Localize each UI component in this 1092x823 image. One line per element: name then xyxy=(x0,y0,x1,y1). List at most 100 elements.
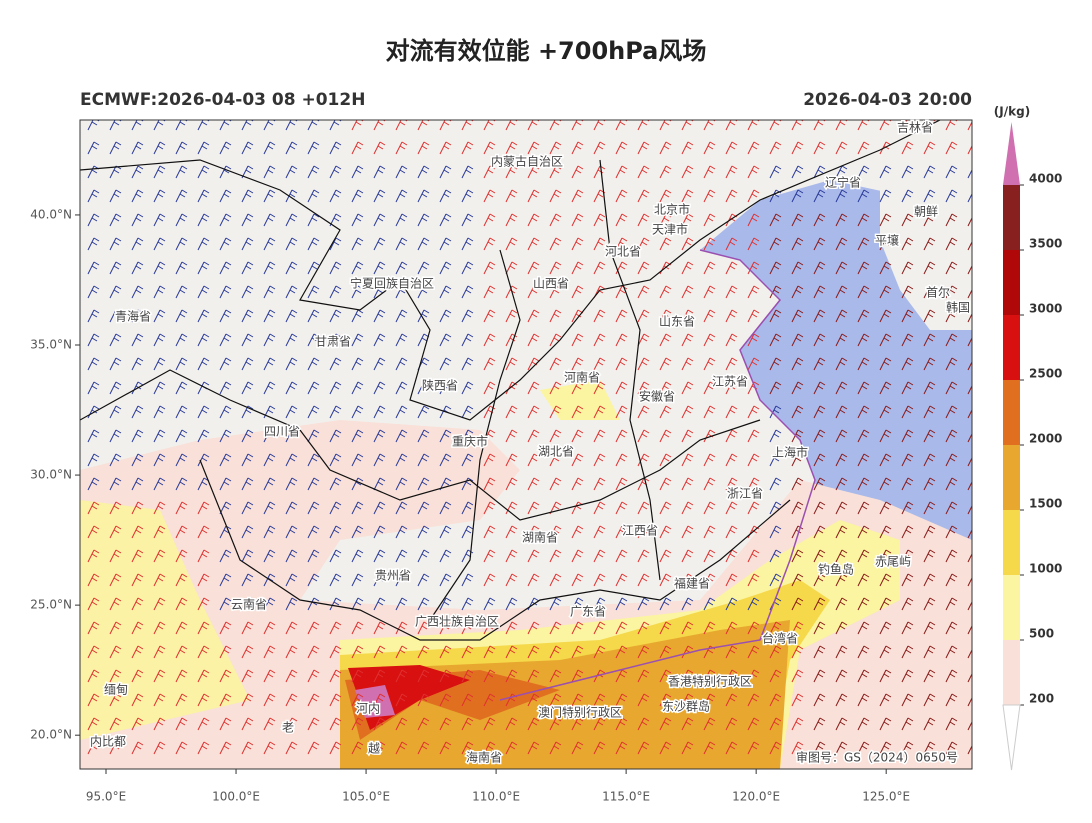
wind-barb xyxy=(681,429,694,443)
wind-barb xyxy=(857,357,870,371)
y-tick-label: 30.0°N xyxy=(30,468,72,482)
wind-barb xyxy=(703,717,716,731)
wind-barb xyxy=(703,741,716,755)
wind-barb xyxy=(87,429,100,443)
wind-barb xyxy=(483,453,496,467)
wind-barb xyxy=(285,429,298,443)
wind-barb xyxy=(571,429,584,443)
wind-barb xyxy=(637,309,650,323)
wind-barb xyxy=(131,621,144,635)
wind-barb xyxy=(879,477,892,491)
wind-barb xyxy=(769,189,782,203)
wind-barb xyxy=(835,381,848,395)
wind-barb xyxy=(197,501,210,515)
wind-barb xyxy=(725,357,738,371)
wind-barb xyxy=(615,693,628,707)
wind-barb xyxy=(813,621,826,635)
wind-barb xyxy=(615,549,628,563)
wind-barb xyxy=(593,141,606,155)
wind-barb xyxy=(131,213,144,227)
map-area xyxy=(80,120,972,769)
wind-barb xyxy=(483,477,496,491)
y-tick-label: 35.0°N xyxy=(30,338,72,352)
wind-barb xyxy=(549,261,562,275)
wind-barb xyxy=(439,549,452,563)
wind-barb xyxy=(241,141,254,155)
wind-barb xyxy=(373,525,386,539)
wind-barb xyxy=(703,549,716,563)
wind-barb xyxy=(219,573,232,587)
wind-barb xyxy=(263,261,276,275)
wind-barb xyxy=(703,669,716,683)
wind-barb xyxy=(681,285,694,299)
wind-barb xyxy=(241,405,254,419)
wind-barb xyxy=(527,453,540,467)
wind-barb xyxy=(967,744,972,755)
wind-barb xyxy=(615,381,628,395)
wind-barb xyxy=(725,381,738,395)
wind-barb xyxy=(769,237,782,251)
wind-barb xyxy=(901,309,914,323)
wind-barb xyxy=(197,525,210,539)
place-label: 香港特别行政区 xyxy=(668,674,752,689)
wind-barb xyxy=(263,405,276,419)
wind-barb xyxy=(219,453,232,467)
wind-barb xyxy=(923,309,936,323)
wind-barb xyxy=(505,621,518,635)
wind-barb xyxy=(637,741,650,755)
wind-barb xyxy=(109,645,122,659)
wind-barb xyxy=(109,309,122,323)
wind-barb xyxy=(373,429,386,443)
wind-barb xyxy=(571,261,584,275)
wind-barb xyxy=(373,741,386,755)
wind-barb xyxy=(263,213,276,227)
wind-barb xyxy=(505,261,518,275)
wind-barb xyxy=(175,261,188,275)
wind-barb xyxy=(197,141,210,155)
wind-barb xyxy=(439,501,452,515)
wind-barb xyxy=(263,573,276,587)
wind-barb xyxy=(373,141,386,155)
wind-barb xyxy=(549,477,562,491)
wind-barb xyxy=(923,261,936,275)
wind-barb xyxy=(461,381,474,395)
wind-barb xyxy=(549,429,562,443)
wind-barb xyxy=(879,549,892,563)
wind-barb xyxy=(241,525,254,539)
wind-barb xyxy=(175,309,188,323)
wind-barb xyxy=(747,549,760,563)
wind-barb xyxy=(219,645,232,659)
wind-barb xyxy=(549,717,562,731)
wind-barb xyxy=(241,741,254,755)
wind-barb xyxy=(637,669,650,683)
wind-barb xyxy=(549,285,562,299)
wind-barb xyxy=(681,189,694,203)
wind-barb xyxy=(153,621,166,635)
wind-barb xyxy=(769,309,782,323)
wind-barb xyxy=(549,597,562,611)
wind-barb xyxy=(329,597,342,611)
wind-barb xyxy=(329,189,342,203)
place-label: 海南省 xyxy=(466,750,502,765)
place-label: 河北省 xyxy=(605,245,641,259)
wind-barb xyxy=(153,429,166,443)
wind-barb xyxy=(329,285,342,299)
wind-barb xyxy=(901,549,914,563)
wind-barb xyxy=(395,357,408,371)
wind-barb xyxy=(967,432,972,443)
wind-barb xyxy=(725,693,738,707)
wind-barb xyxy=(571,525,584,539)
wind-barb xyxy=(263,381,276,395)
wind-barb xyxy=(307,645,320,659)
place-label: 陕西省 xyxy=(422,378,458,393)
wind-barb xyxy=(527,189,540,203)
wind-barb xyxy=(109,621,122,635)
wind-barb xyxy=(505,741,518,755)
wind-barb xyxy=(527,669,540,683)
wind-barb xyxy=(109,525,122,539)
wind-barb xyxy=(659,621,672,635)
wind-barb xyxy=(747,189,760,203)
wind-barb xyxy=(109,741,122,755)
wind-barb xyxy=(153,237,166,251)
wind-barb xyxy=(923,429,936,443)
